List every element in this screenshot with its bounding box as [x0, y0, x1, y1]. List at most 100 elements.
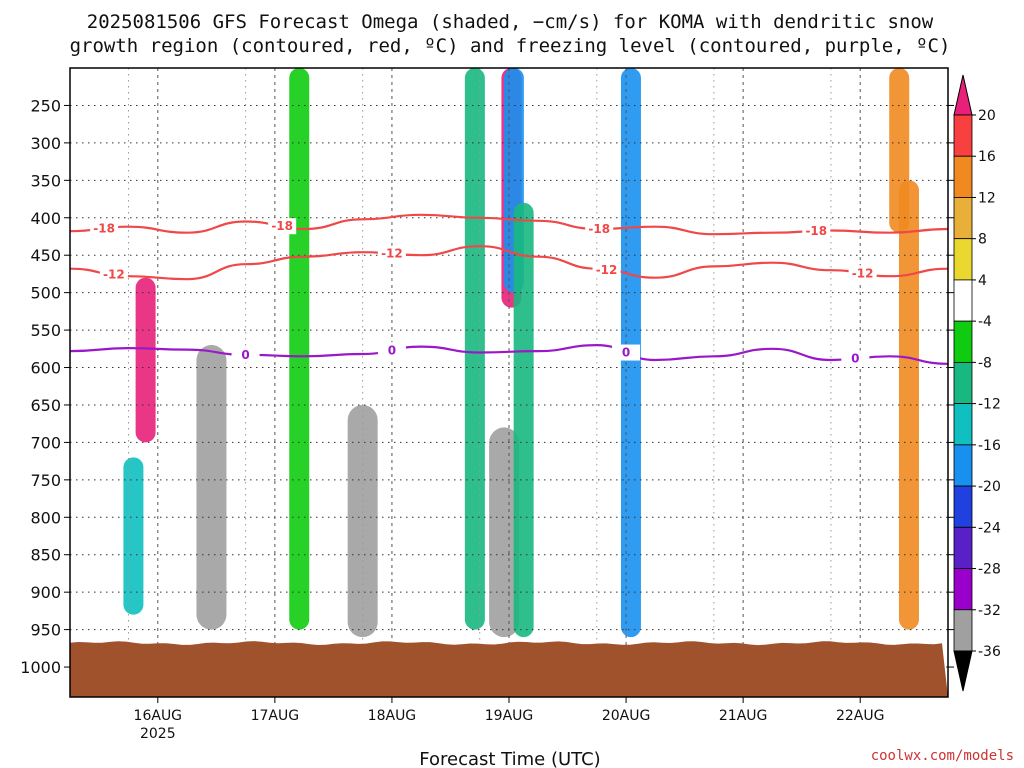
- colorbar-segment: [953, 485, 973, 528]
- contour-label: -12: [99, 266, 128, 283]
- omega-feature: [135, 277, 156, 443]
- colorbar-label: -12: [978, 397, 1001, 413]
- colorbar-segment: [953, 155, 973, 198]
- contour-label-bg: [99, 266, 128, 283]
- colorbar-label: -36: [978, 644, 1001, 660]
- chart-title-line-2: growth region (contoured, red, ºC) and f…: [70, 35, 951, 57]
- contour-label-text: -18: [93, 222, 115, 236]
- contour-lines: -18 -18 -18 -18 -12 -12 -12 -12 0 0 0 0: [70, 213, 948, 367]
- contour-label: 0: [841, 350, 870, 367]
- colorbar-segment: [953, 279, 973, 322]
- contour-label-bg: [802, 223, 831, 240]
- dendritic-minus12-line: [70, 245, 948, 281]
- contour-label: -12: [592, 262, 621, 279]
- x-tick-label: 16AUG: [134, 708, 183, 724]
- colorbar-segment: [953, 197, 973, 240]
- y-tick-label: 650: [30, 396, 61, 415]
- colorbar-segment: [953, 361, 973, 405]
- y-tick-label: 600: [30, 359, 61, 378]
- y-tick-label: 700: [30, 433, 61, 452]
- colorbar-segment: [953, 238, 973, 281]
- contour-label-bg: [377, 342, 406, 359]
- y-tick-label: 1000: [20, 658, 61, 677]
- colorbar-bottom-arrow: [953, 650, 973, 692]
- freezing-level-0-line: [70, 343, 948, 365]
- x-tick-label: 22AUG: [836, 708, 885, 724]
- surface-fill: [70, 641, 948, 697]
- contour-label: -18: [802, 223, 831, 240]
- contour-label: 0: [612, 344, 641, 361]
- colorbar-label: -28: [978, 562, 1001, 578]
- x-axis-label: Forecast Time (UTC): [419, 749, 600, 768]
- contour-label-text: 0: [851, 351, 859, 365]
- contour-label-text: -18: [588, 222, 610, 236]
- x-axis: 16AUG 2025 17AUG 18AUG 19AUG 20AUG 21AUG 22AUG: [134, 697, 885, 742]
- colorbar-segment: [953, 526, 973, 569]
- contour-label-text: 0: [622, 346, 630, 360]
- x-tick-label: 17AUG: [251, 708, 300, 724]
- colorbar-label: 8: [978, 232, 987, 248]
- colorbar-label: 12: [978, 190, 996, 206]
- y-tick-label: 750: [30, 471, 61, 490]
- colorbar-segment: [953, 444, 973, 487]
- omega-feature: [347, 404, 378, 638]
- y-tick-label: 250: [30, 96, 61, 115]
- y-tick-label: 900: [30, 583, 61, 602]
- contour-label-bg: [90, 220, 119, 237]
- omega-feature: [464, 68, 485, 630]
- colorbar-segment: [953, 568, 973, 611]
- colorbar: 20 16 12 8 4 -4 -8 -12 -16 -20 -24 -28 -32 -36: [953, 74, 1001, 692]
- contour-label-text: 0: [388, 343, 396, 357]
- y-tick-label: 550: [30, 321, 61, 340]
- colorbar-label: -20: [978, 479, 1001, 495]
- contour-label: -12: [377, 245, 406, 262]
- contour-label-bg: [377, 245, 406, 262]
- contour-label-bg: [268, 218, 297, 235]
- omega-feature: [289, 68, 310, 630]
- contour-label-text: -12: [596, 263, 618, 277]
- y-axis: 250 300 350 400 450 500 550 600 650 700 750 800 850 9…: [20, 96, 954, 677]
- colorbar-label: -32: [978, 603, 1001, 619]
- contour-label: 0: [377, 342, 406, 359]
- y-tick-label: 500: [30, 284, 61, 303]
- y-tick-label: 400: [30, 209, 61, 228]
- y-tick-label: 300: [30, 134, 61, 153]
- colorbar-label: -16: [978, 438, 1001, 454]
- y-tick-label: 850: [30, 546, 61, 565]
- contour-label: 0: [231, 346, 260, 363]
- colorbar-top-arrow: [953, 74, 973, 116]
- contour-label-text: -18: [271, 219, 293, 233]
- omega-feature: [196, 345, 227, 630]
- x-tick-sublabel: 2025: [140, 726, 176, 742]
- surface-terrain: [70, 641, 948, 697]
- x-tick-label: 18AUG: [368, 708, 417, 724]
- colorbar-label: -24: [978, 520, 1001, 536]
- x-tick-label: 20AUG: [602, 708, 651, 724]
- contour-label-text: -12: [103, 267, 125, 281]
- y-tick-label: 350: [30, 171, 61, 190]
- x-tick-label: 19AUG: [485, 708, 534, 724]
- omega-feature: [123, 457, 144, 615]
- grid-lines: [70, 68, 948, 697]
- contour-label-text: -18: [805, 224, 827, 238]
- colorbar-label: 16: [978, 149, 996, 165]
- contour-label-bg: [585, 220, 614, 237]
- contour-label-bg: [612, 344, 641, 361]
- contour-label-bg: [848, 265, 877, 282]
- contour-label-bg: [841, 350, 870, 367]
- colorbar-label: 20: [978, 108, 996, 124]
- contour-label: -12: [848, 265, 877, 282]
- contour-label: -18: [268, 218, 297, 235]
- contour-label-text: -12: [852, 266, 874, 280]
- omega-feature: [513, 202, 534, 638]
- colorbar-label: -8: [978, 355, 992, 371]
- colorbar-segment: [953, 320, 973, 363]
- contour-label-text: -12: [381, 247, 403, 261]
- y-tick-label: 950: [30, 621, 61, 640]
- colorbar-segment: [953, 114, 973, 157]
- y-tick-label: 450: [30, 246, 61, 265]
- contour-label: -18: [90, 220, 119, 237]
- colorbar-label: -4: [978, 314, 992, 330]
- contour-label: -18: [585, 220, 614, 237]
